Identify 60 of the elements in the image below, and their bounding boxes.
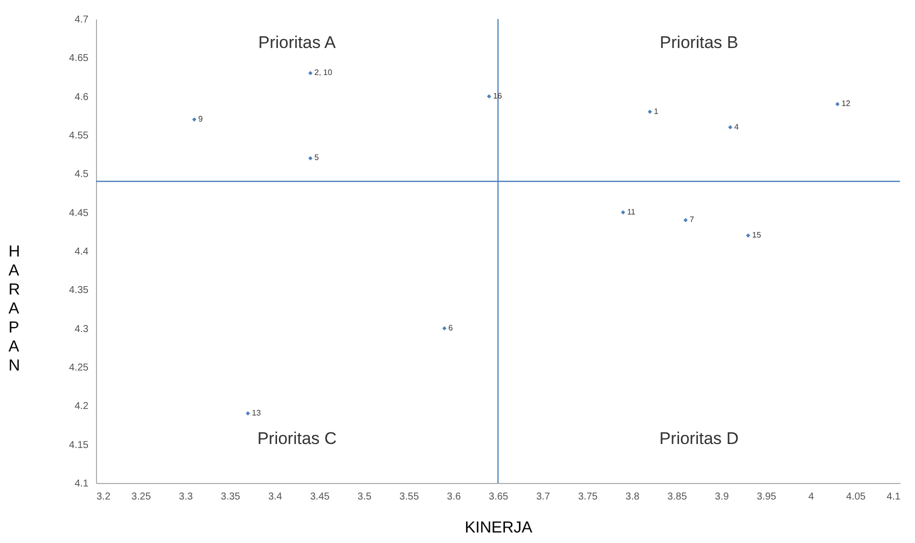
x-tick-label: 3.65 [488,492,509,502]
point [648,110,652,114]
y-tick-label: 4.55 [69,130,89,142]
y-tick-label: 4.5 [74,169,89,180]
point [308,156,313,160]
annotation: 2, 10 [314,68,333,78]
x-tick-label: 3.2 [96,492,111,502]
x-tick-label: 4.1 [886,492,901,502]
point [835,102,840,106]
y-tick-label: 4.15 [69,440,89,451]
annotation: 11 [627,207,636,216]
y-tick-label: 4.35 [69,285,89,296]
point [486,94,492,98]
annotation: 7 [690,215,695,224]
x-tick-label: 3.5 [358,492,372,502]
y-tick-label: 4.3 [74,324,89,335]
x-tick-label: 3.95 [756,492,777,502]
x-tick-label: 3.9 [714,492,730,502]
x-tick-label: 3.25 [131,492,152,502]
point [308,71,313,76]
annotation: 4 [734,122,740,132]
x-tick-label: 3.55 [399,492,420,502]
annotation: 13 [252,408,262,418]
annotation: 6 [448,323,454,332]
x-axis-title: KINERJA [464,520,533,536]
y-axis-title: HARAPAN [8,244,20,374]
point [728,125,732,130]
annotation: Prioritas A [258,33,336,52]
x-tick-label: 3.4 [268,492,283,502]
x-tick-label: 3.8 [626,492,640,502]
point [442,326,447,330]
x-tick-label: 4.05 [846,492,866,502]
annotation: 5 [314,153,320,162]
y-tick-label: 4.2 [74,401,89,412]
x-tick-label: 3.75 [578,492,598,502]
y-tick-label: 4.65 [69,53,89,64]
x-tick-label: 3.45 [310,492,330,502]
point [246,411,250,416]
y-tick-label: 4.45 [69,208,89,219]
x-tick-label: 3.3 [178,492,194,502]
y-tick-label: 4.4 [74,246,89,258]
annotation: 9 [198,114,204,124]
x-tick-label: 3.85 [667,492,688,502]
annotation: 1 [654,106,659,116]
y-tick-label: 4.1 [74,478,89,490]
y-tick-label: 4.25 [69,362,89,374]
y-tick-label: 4.7 [74,14,89,26]
x-tick-label: 4 [808,492,814,502]
annotation: Prioritas D [659,429,739,448]
annotation: Prioritas C [257,429,337,448]
y-tick-label: 4.6 [74,92,89,103]
annotation: 15 [752,230,762,240]
x-tick-label: 3.35 [220,492,241,502]
annotation: Prioritas B [660,33,738,52]
point [746,233,750,238]
point [683,218,688,222]
annotation: 12 [841,99,851,108]
x-tick-label: 3.6 [446,492,462,502]
x-tick-label: 3.7 [536,492,551,502]
point [620,210,626,214]
